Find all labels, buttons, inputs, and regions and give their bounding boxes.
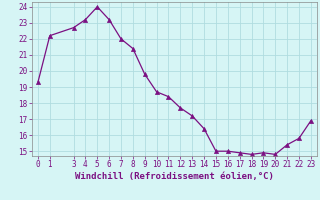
X-axis label: Windchill (Refroidissement éolien,°C): Windchill (Refroidissement éolien,°C): [75, 172, 274, 181]
